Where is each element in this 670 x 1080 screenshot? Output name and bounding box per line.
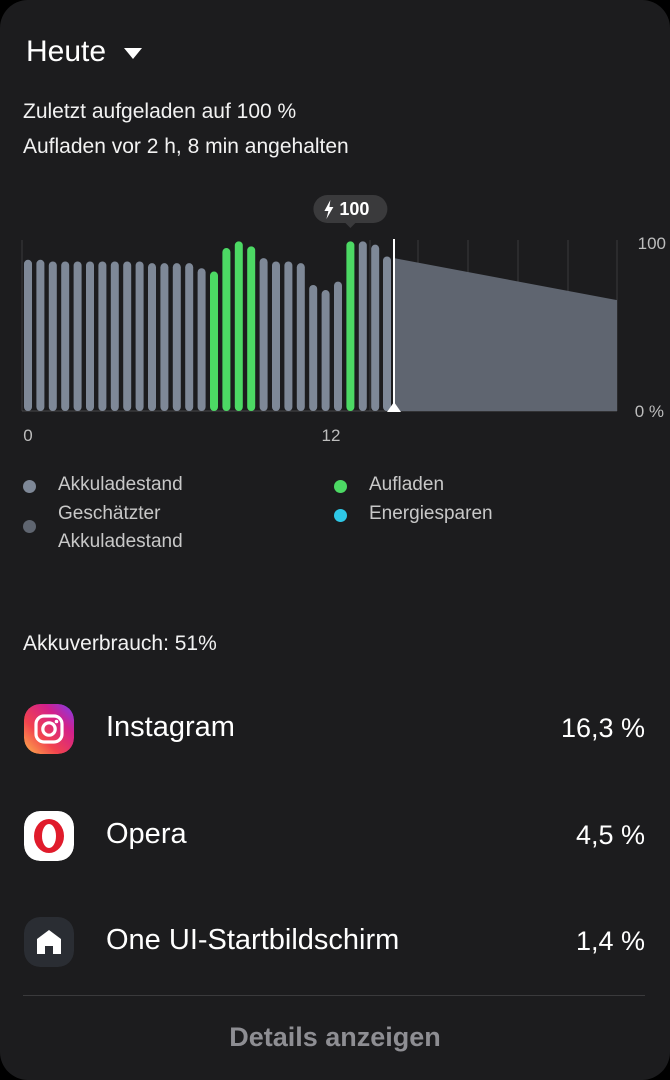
home-icon: [24, 917, 74, 967]
chart-bar: [86, 261, 94, 411]
app-name: One UI-Startbildschirm: [106, 924, 400, 956]
chart-bar: [172, 263, 181, 411]
details-button[interactable]: Details anzeigen: [229, 1022, 441, 1052]
charge-marker: 100: [313, 195, 388, 228]
chart-bar-current: [383, 256, 391, 411]
divider: [23, 995, 645, 996]
now-marker-icon: [387, 402, 401, 412]
instagram-icon: [24, 704, 74, 754]
legend-label-level: Akkuladestand: [58, 474, 183, 495]
legend-label-charging: Aufladen: [369, 474, 445, 495]
chart-bar: [358, 241, 367, 411]
battery-chart: 100 100 0 % 0 12: [21, 195, 666, 445]
legend-dot-power-saving: [334, 509, 347, 522]
chart-bar: [110, 261, 119, 411]
app-row-home[interactable]: One UI-Startbildschirm 1,4 %: [0, 902, 670, 982]
chart-bar: [24, 259, 32, 411]
charge-marker-label: 100: [339, 199, 369, 219]
legend-item-charging: Aufladen: [334, 471, 634, 501]
last-charged-text: Zuletzt aufgeladen auf 100 %: [23, 100, 297, 123]
period-dropdown[interactable]: Heute: [26, 30, 143, 74]
app-row-opera[interactable]: Opera 4,5 %: [0, 796, 670, 876]
chart-bar: [346, 241, 355, 411]
chart-bar: [197, 268, 206, 411]
chart-bar: [247, 246, 256, 411]
chart-bar: [135, 261, 144, 411]
chart-bar: [234, 241, 243, 411]
app-percent: 4,5 %: [575, 820, 645, 850]
chart-bar: [73, 261, 82, 411]
app-row-instagram[interactable]: Instagram 16,3 %: [0, 689, 670, 769]
charge-stopped-text: Aufladen vor 2 h, 8 min angehalten: [23, 135, 349, 158]
usage-title: Akkuverbrauch: 51%: [23, 632, 217, 655]
chart-bar: [284, 261, 293, 411]
chart-bar: [272, 261, 280, 411]
legend-dot-level: [23, 480, 36, 493]
chart-bar: [259, 258, 268, 411]
legend-dot-charging: [334, 480, 347, 493]
legend-item-level: Akkuladestand: [23, 471, 303, 501]
lightning-bolt-icon: [324, 200, 334, 219]
chart-bar: [61, 261, 70, 411]
chart-bar: [210, 271, 218, 411]
chart-bar: [36, 259, 45, 411]
period-label: Heute: [26, 35, 107, 68]
chart-bar: [296, 263, 305, 411]
app-percent: 16,3 %: [560, 713, 645, 743]
x-tick-label: 0: [23, 426, 32, 445]
legend-item-power-saving: Energiesparen: [334, 500, 634, 530]
chart-bar: [185, 263, 194, 411]
legend-label-power-saving: Energiesparen: [369, 503, 493, 524]
app-name: Opera: [106, 818, 187, 850]
chart-bar: [371, 244, 380, 411]
chart-bar: [148, 263, 156, 411]
chart-bar: [222, 248, 231, 411]
legend-dot-estimated: [23, 520, 36, 533]
chart-bar: [309, 285, 318, 411]
y-axis-min-label: 0 %: [635, 402, 664, 421]
legend-label-estimated: Geschätzter Akkuladestand: [58, 503, 183, 552]
app-percent: 1,4 %: [575, 926, 645, 956]
app-name: Instagram: [106, 711, 235, 743]
estimated-area: [394, 258, 617, 411]
chart-bar: [123, 261, 132, 411]
chart-bar: [334, 281, 342, 411]
y-axis-max-label: 100: [638, 234, 666, 253]
chart-bar: [321, 290, 330, 411]
x-tick-label: 12: [322, 426, 341, 445]
caret-down-icon: [124, 47, 143, 59]
charge-marker-pointer: [345, 223, 356, 228]
chart-bar: [160, 263, 169, 411]
chart-bar: [98, 261, 107, 411]
chart-bar: [48, 261, 57, 411]
charge-marker-pill: [313, 195, 388, 223]
opera-icon: [24, 811, 74, 861]
legend-item-estimated: Geschätzter Akkuladestand: [23, 500, 303, 560]
